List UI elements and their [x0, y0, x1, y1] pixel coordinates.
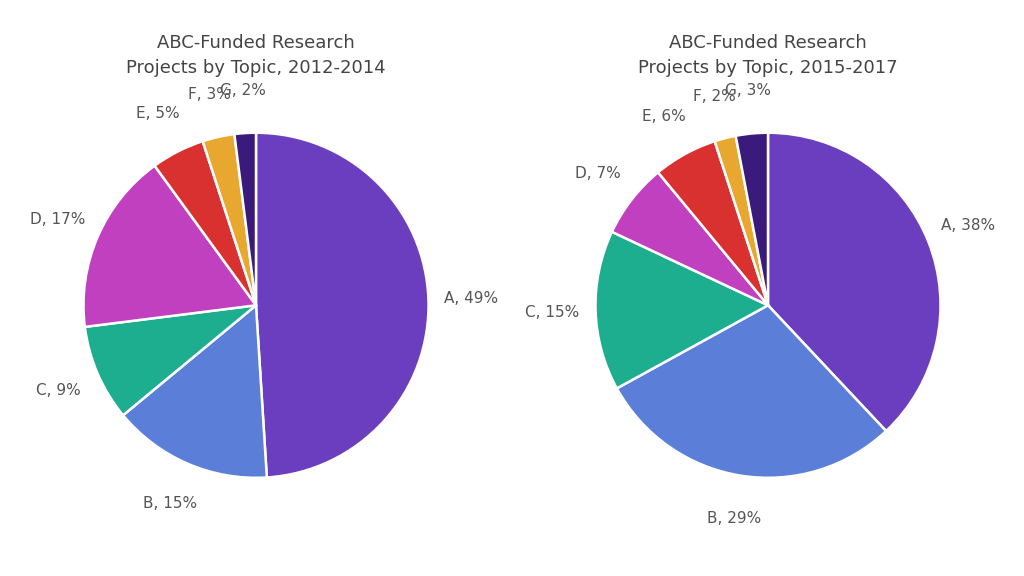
Text: F, 3%: F, 3%: [187, 88, 230, 103]
Wedge shape: [85, 305, 256, 415]
Wedge shape: [155, 141, 256, 305]
Wedge shape: [658, 141, 768, 305]
Text: A, 38%: A, 38%: [941, 218, 995, 233]
Wedge shape: [203, 134, 256, 305]
Wedge shape: [596, 232, 768, 388]
Text: D, 7%: D, 7%: [574, 166, 621, 181]
Wedge shape: [768, 132, 940, 431]
Text: F, 2%: F, 2%: [693, 89, 735, 104]
Text: ABC-Funded Research: ABC-Funded Research: [18, 20, 571, 63]
Text: B, 15%: B, 15%: [143, 496, 198, 511]
Text: A, 49%: A, 49%: [444, 291, 499, 306]
Text: E, 5%: E, 5%: [136, 105, 180, 120]
Title: ABC-Funded Research
Projects by Topic, 2012-2014: ABC-Funded Research Projects by Topic, 2…: [126, 34, 386, 77]
Text: E, 6%: E, 6%: [642, 109, 686, 124]
Wedge shape: [123, 305, 267, 478]
Text: C, 15%: C, 15%: [525, 305, 580, 320]
Wedge shape: [715, 136, 768, 305]
Wedge shape: [735, 132, 768, 305]
Text: C, 9%: C, 9%: [36, 384, 81, 399]
Text: G, 3%: G, 3%: [725, 83, 771, 98]
Text: depict data studio: depict data studio: [18, 546, 161, 560]
Wedge shape: [256, 132, 428, 478]
Wedge shape: [616, 305, 886, 478]
Text: G, 2%: G, 2%: [219, 82, 265, 97]
Title: ABC-Funded Research
Projects by Topic, 2015-2017: ABC-Funded Research Projects by Topic, 2…: [638, 34, 898, 77]
Wedge shape: [234, 132, 256, 305]
Wedge shape: [84, 166, 256, 327]
Text: B, 29%: B, 29%: [708, 511, 762, 526]
Wedge shape: [612, 172, 768, 305]
Text: D, 17%: D, 17%: [31, 212, 86, 227]
